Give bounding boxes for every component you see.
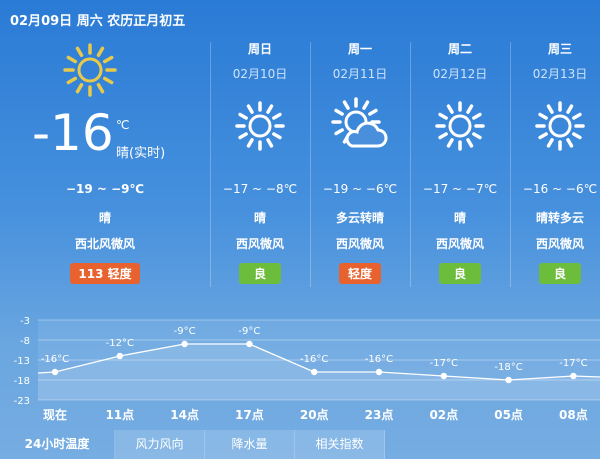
tab-wind[interactable]: 风力风向 [115,430,205,459]
temperature-point [116,352,124,360]
forecast-weather: 晴 [253,211,266,225]
data-label: -9°C [174,326,196,337]
data-label: -16°C [300,354,328,365]
today-wind: 西北风微风 [74,237,135,251]
temperature-chart: -3 -8 -13 -18 -23 -16°C 现在 -12°C 11点 -9°C 14点 -9°C 1… [14,316,600,422]
x-tick-label: 05点 [494,407,523,422]
aqi-badge[interactable]: 良 [539,263,581,284]
today-range: −19 ~ −9℃ [65,182,145,196]
forecast-range: −17 ~ −8℃ [222,182,298,196]
aqi-badge[interactable]: 113 轻度 [70,263,140,284]
forecast-date: 02月13日 [532,67,588,81]
sun-icon [235,101,285,151]
forecast-day[interactable]: 周二 02月12日 −17 ~ −7℃ 晴 西风微风 良 [410,40,510,290]
forecast-wind: 西风微风 [235,237,284,251]
sun-icon [435,101,485,151]
tab-indices[interactable]: 相关指数 [295,430,385,459]
forecast-weekday: 周日 [247,42,272,56]
data-label: -17°C [559,358,587,369]
tab-24h-temp[interactable]: 24小时温度 [0,430,115,459]
partly-cloudy-icon [331,97,388,148]
aqi-badge[interactable]: 良 [439,263,481,284]
today-panel: −19 ~ −9℃ 晴 西北风微风 113 轻度 [0,182,210,292]
sun-icon [63,43,117,97]
forecast-range: −16 ~ −6℃ [522,182,598,196]
x-tick-label: 23点 [365,407,394,422]
x-tick-label: 02点 [429,407,458,422]
column-divider [210,42,211,287]
data-label: -16°C [41,354,69,365]
temperature-point [375,368,383,376]
today-weather: 晴 [98,211,111,225]
forecast-weather: 多云转晴 [335,211,384,225]
forecast-weekday: 周三 [547,42,572,56]
forecast-day[interactable]: 周一 02月11日 −19 ~ −6℃ 多云转晴 西风微风 轻度 [310,40,410,290]
data-label: -16°C [365,354,393,365]
data-label: -18°C [494,362,522,373]
sun-icon [535,101,585,151]
y-tick-label: -3 [20,316,30,327]
forecast-date: 02月11日 [332,67,388,81]
y-tick-label: -18 [14,376,30,387]
forecast-range: −17 ~ −7℃ [422,182,498,196]
y-tick-label: -8 [20,336,30,347]
forecast-range: −19 ~ −6℃ [322,182,398,196]
temperature-point [570,372,577,380]
forecast-weather: 晴转多云 [535,211,584,225]
data-label: -9°C [238,326,260,337]
chart-tabs: 24小时温度 风力风向 降水量 相关指数 [0,430,385,459]
forecast-day[interactable]: 周三 02月13日 −16 ~ −6℃ 晴转多云 西风微风 良 [510,40,600,290]
forecast-wind: 西风微风 [335,237,384,251]
forecast-day[interactable]: 周日 02月10日 −17 ~ −8℃ 晴 西风微风 良 [210,40,310,290]
temperature-point [181,340,188,348]
data-label: -12°C [106,338,134,349]
tab-precipitation[interactable]: 降水量 [205,430,295,459]
forecast-weekday: 周一 [347,42,372,56]
temperature-point [440,372,447,380]
forecast-weekday: 周二 [447,42,472,56]
aqi-badge[interactable]: 轻度 [339,263,381,284]
forecast-date: 02月12日 [432,67,488,81]
temp-unit: ℃ [116,118,130,132]
temperature-point [246,340,253,348]
x-tick-label: 08点 [559,407,588,422]
x-tick-label: 20点 [300,407,329,422]
y-tick-label: -23 [14,396,30,407]
temperature-point [51,368,59,376]
x-tick-label: 17点 [235,407,264,422]
aqi-badge[interactable]: 良 [239,263,281,284]
plot-area [38,320,600,400]
forecast-wind: 西风微风 [435,237,484,251]
x-tick-label: 14点 [170,407,199,422]
current-temp: -16 [32,104,114,162]
date-header: 02月09日 周六 农历正月初五 [10,14,186,29]
temperature-point [311,368,318,376]
temperature-point [505,376,512,384]
data-label: -17°C [430,358,458,369]
y-tick-label: -13 [14,356,30,367]
column-divider [510,42,511,287]
x-tick-label: 现在 [43,407,67,422]
x-tick-label: 11点 [105,407,134,422]
forecast-weather: 晴 [453,211,466,225]
column-divider [310,42,311,287]
column-divider [410,42,411,287]
forecast-date: 02月10日 [232,67,288,81]
forecast-wind: 西风微风 [535,237,584,251]
current-condition: 晴(实时) [116,146,166,161]
